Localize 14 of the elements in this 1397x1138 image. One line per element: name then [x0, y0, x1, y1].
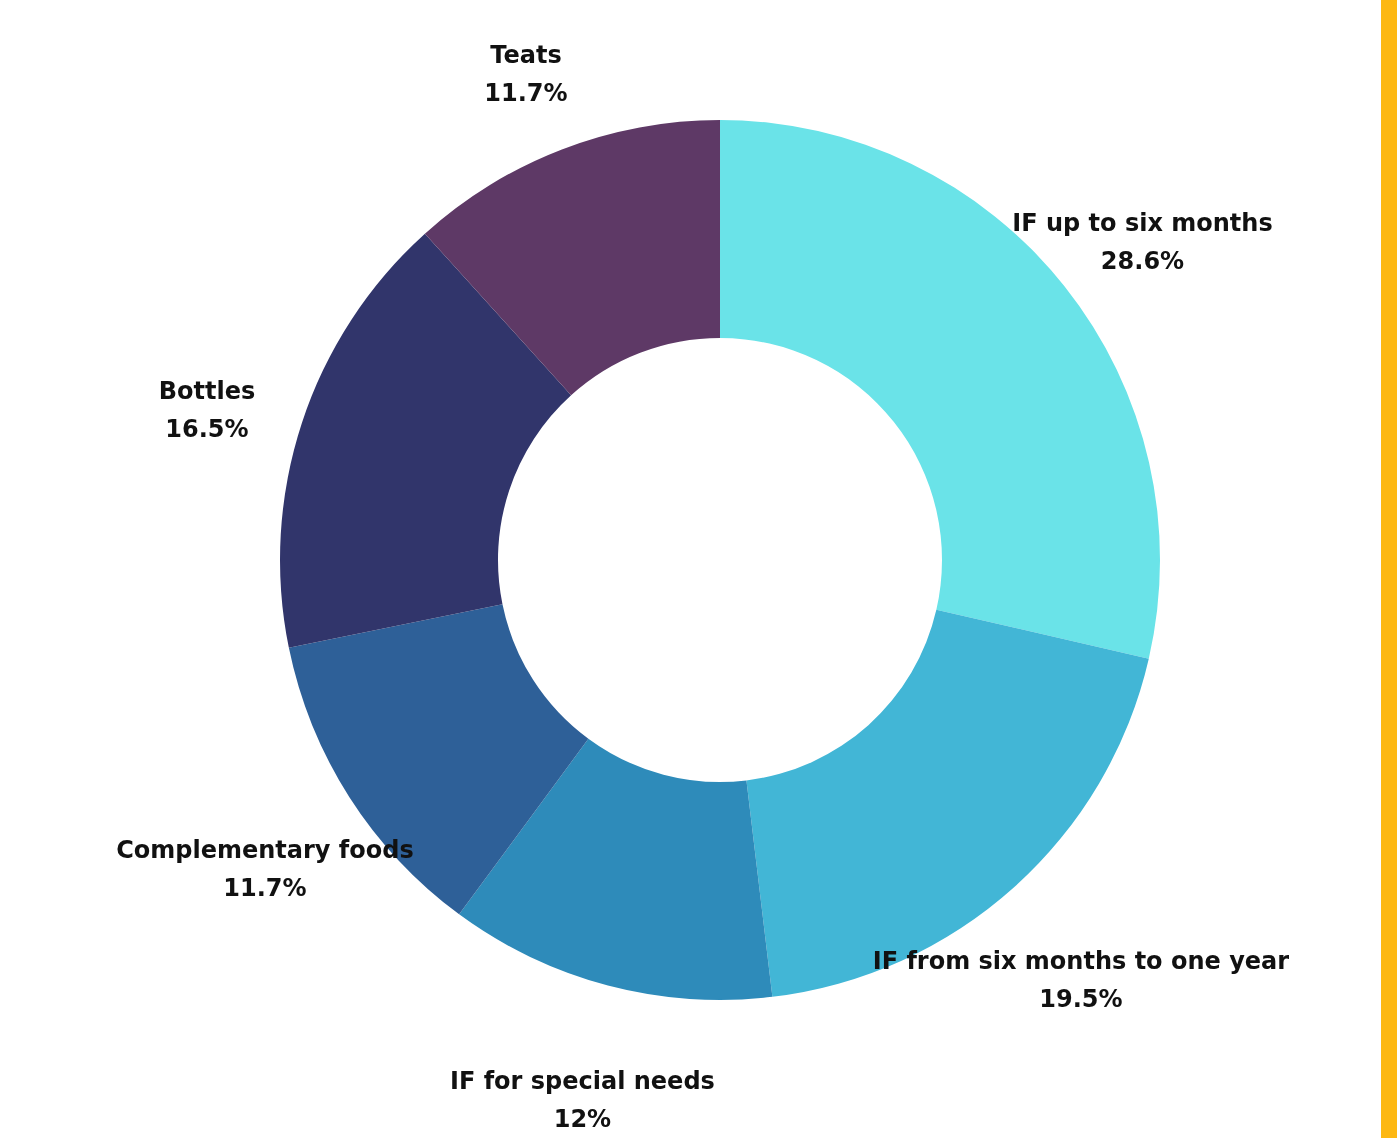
- data-label: 19.5%: [1039, 984, 1123, 1013]
- data-label: 11.7%: [484, 79, 568, 108]
- donut-slice: [424, 120, 720, 396]
- slice-label: Bottles: [158, 376, 256, 405]
- slice-label: IF up to six months: [1012, 208, 1273, 237]
- data-label: 11.7%: [223, 873, 307, 902]
- donut-slice: [280, 233, 572, 648]
- slice-label: IF from six months to one year: [872, 946, 1290, 975]
- slice-label: Teats: [490, 41, 562, 70]
- data-label: 28.6%: [1100, 246, 1185, 275]
- data-label: 12%: [553, 1105, 612, 1134]
- slice-label: IF for special needs: [449, 1067, 715, 1096]
- data-label: 16.5%: [165, 414, 249, 443]
- donut-slice: [459, 738, 773, 1000]
